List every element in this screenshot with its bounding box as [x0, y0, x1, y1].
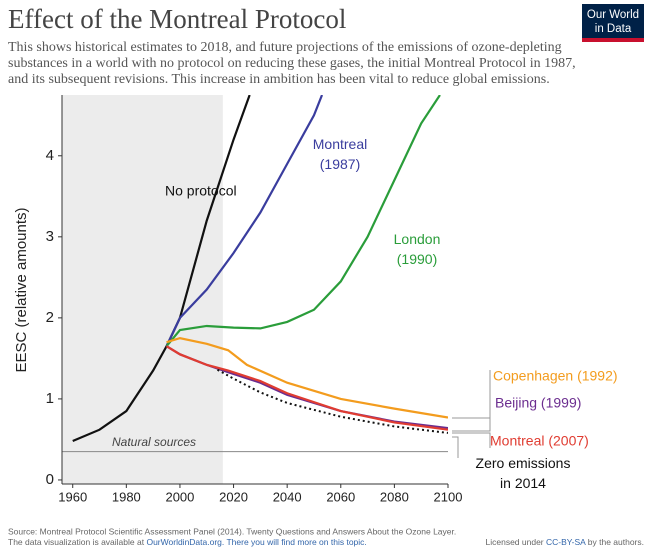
- footer: The data visualization is available at O…: [8, 537, 367, 547]
- label-line: (1990): [397, 251, 437, 267]
- footer-text: The data visualization is available at: [8, 537, 145, 547]
- label-line: Zero emissions: [476, 455, 571, 471]
- y-tick-label: 2: [46, 309, 54, 326]
- series-line: [166, 336, 448, 419]
- license: Licensed under CC-BY-SA by the authors.: [486, 537, 645, 547]
- logo-text: Our World: [587, 9, 639, 21]
- x-tick-label: 2020: [219, 489, 248, 504]
- chart-title: Effect of the Montreal Protocol: [8, 4, 346, 34]
- series-line: [165, 345, 448, 431]
- label-line: (1987): [320, 156, 360, 172]
- x-tick-label: 2000: [165, 489, 194, 504]
- y-tick-label: 3: [46, 228, 54, 245]
- leader-line: [452, 370, 491, 419]
- leader-line: [452, 400, 491, 432]
- x-tick-label: 2040: [273, 489, 302, 504]
- series-line: [165, 95, 324, 347]
- x-tick-label: 2100: [434, 489, 463, 504]
- series-label: Beijing (1999): [495, 395, 581, 411]
- logo-text: in Data: [595, 23, 632, 35]
- license-text: Licensed under: [486, 537, 544, 547]
- x-tick-label: 1980: [112, 489, 141, 504]
- y-tick-label: 4: [46, 147, 54, 164]
- x-tick-label: 2060: [326, 489, 355, 504]
- label-line: in 2014: [500, 475, 546, 491]
- natural-sources-label: Natural sources: [112, 435, 196, 449]
- series-label: Montreal (2007): [490, 433, 589, 449]
- label-line: London: [394, 231, 441, 247]
- series-label: No protocol: [165, 183, 237, 199]
- leader-line: [452, 436, 459, 458]
- historical-shade: [62, 95, 223, 484]
- logo: [582, 4, 644, 42]
- y-tick-label: 1: [46, 390, 54, 407]
- source: Source: Montreal Protocol Scientific Ass…: [8, 526, 456, 536]
- license-link[interactable]: CC-BY-SA: [546, 537, 586, 547]
- subtitle: and its subsequent revisions. This incre…: [8, 72, 550, 87]
- logo-strip: [582, 38, 644, 42]
- subtitle: This shows historical estimates to 2018,…: [8, 40, 562, 55]
- footer-link[interactable]: OurWorldinData.org. There you will find …: [146, 537, 366, 547]
- leader-line: [452, 432, 491, 448]
- x-tick-label: 1960: [58, 489, 87, 504]
- y-tick-label: 0: [46, 471, 54, 488]
- subtitle: substances in a world with no protocol o…: [8, 56, 576, 71]
- series-line: [165, 95, 441, 347]
- series-label: London (1990): [394, 231, 441, 267]
- y-axis-label: EESC (relative amounts): [13, 207, 30, 372]
- x-tick-label: 2080: [380, 489, 409, 504]
- license-text: by the authors.: [588, 537, 644, 547]
- label-line: Montreal: [313, 136, 367, 152]
- series-label: Montreal (1987): [313, 136, 367, 172]
- series-label: Copenhagen (1992): [493, 368, 618, 384]
- series-label: Zero emissions in 2014: [476, 455, 571, 491]
